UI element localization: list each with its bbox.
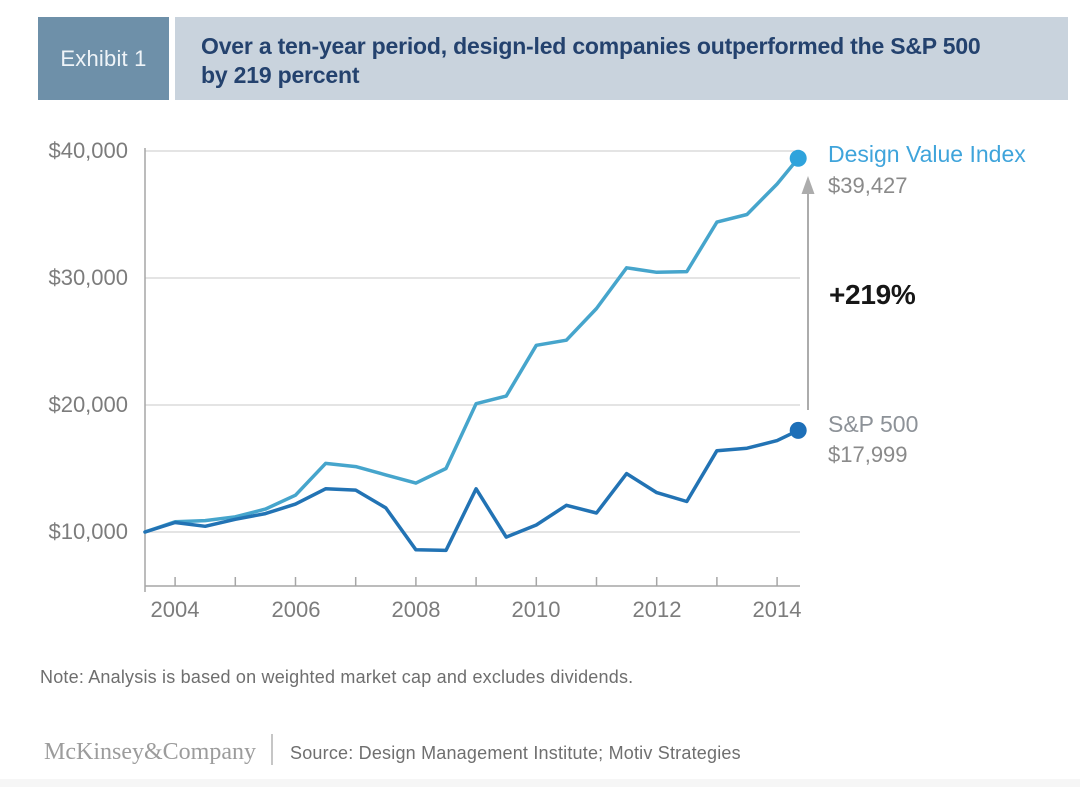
- exhibit-badge: Exhibit 1: [38, 17, 169, 100]
- footnote: Note: Analysis is based on weighted mark…: [40, 667, 634, 687]
- x-axis-label: 2010: [511, 597, 561, 622]
- exhibit-title-line-1: Over a ten-year period, design-led compa…: [201, 33, 981, 59]
- x-axis-label: 2008: [391, 597, 441, 622]
- sp500-end-value: $17,999: [828, 442, 908, 467]
- bottom-edge-strip: [0, 779, 1080, 787]
- x-axis-label: 2006: [271, 597, 321, 622]
- y-axis-label: $40,000: [48, 138, 128, 163]
- mckinsey-logo: McKinsey&Company: [44, 739, 256, 765]
- design-value-index-end-value: $39,427: [828, 173, 908, 198]
- y-axis-label: $30,000: [48, 265, 128, 290]
- y-axis-label: $10,000: [48, 519, 128, 544]
- y-axis-label: $20,000: [48, 392, 128, 417]
- exhibit-title-line-2: by 219 percent: [201, 62, 360, 88]
- series-line-design-value-index: [143, 156, 800, 534]
- series-endpoint-dot-sp500: [789, 421, 807, 439]
- series-endpoint-dot-design-value-index: [789, 149, 807, 167]
- y-axis-labels: $40,000 $30,000 $20,000 $10,000: [0, 0, 140, 620]
- x-axis-label: 2012: [632, 597, 682, 622]
- arrow-up-icon: [801, 176, 815, 194]
- exhibit-title-bar: Over a ten-year period, design-led compa…: [175, 17, 1068, 100]
- percent-gain-annotation: +219%: [829, 279, 916, 310]
- source-line: Source: Design Management Institute; Mot…: [290, 743, 741, 763]
- design-value-index-legend-label: Design Value Index: [828, 141, 1026, 167]
- footer-divider: [271, 734, 273, 765]
- series-line-sp500: [143, 428, 800, 553]
- x-axis-labels: 2004 2006 2008 2010 2012 2014: [0, 597, 1080, 627]
- exhibit-label: Exhibit 1: [60, 45, 147, 71]
- x-axis-label: 2014: [752, 597, 802, 622]
- sp500-legend-label: S&P 500: [828, 411, 919, 437]
- x-axis-label: 2004: [150, 597, 200, 622]
